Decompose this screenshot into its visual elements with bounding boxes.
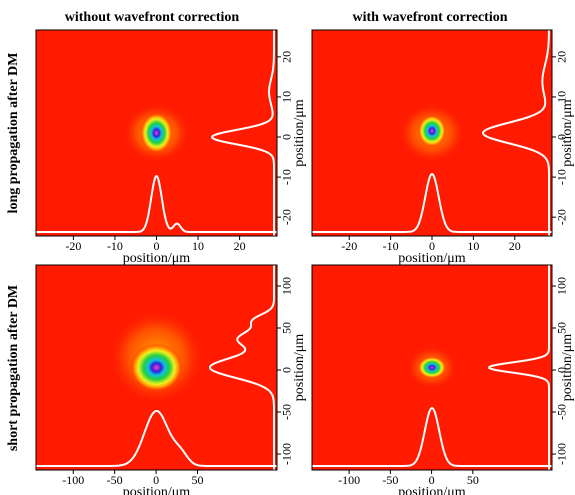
y-tick-label: 100 xyxy=(555,277,569,295)
column-title: with wavefront correction xyxy=(353,10,508,25)
x-tick-label: 0 xyxy=(153,473,159,487)
row-label: long propagation after DM xyxy=(6,53,21,214)
x-tick-label: 0 xyxy=(429,473,435,487)
x-tick-label: -100 xyxy=(338,473,360,487)
beam-spot xyxy=(130,343,183,392)
y-tick-label: 10 xyxy=(555,91,569,103)
y-tick-label: -100 xyxy=(555,443,569,465)
y-axis-label: position/μm xyxy=(560,334,575,402)
x-tick-label: -10 xyxy=(383,239,399,253)
y-axis-label: position/μm xyxy=(292,99,307,167)
y-tick-label: 0 xyxy=(280,134,294,140)
y-tick-label: 20 xyxy=(555,51,569,63)
x-tick-label: 20 xyxy=(234,239,246,253)
y-tick-label: 0 xyxy=(555,134,569,140)
x-axis-label: position/μm xyxy=(398,251,466,266)
y-tick-label: -50 xyxy=(280,404,294,420)
x-tick-label: 50 xyxy=(191,473,203,487)
beam-spot xyxy=(140,113,173,153)
y-tick-label: 0 xyxy=(555,367,569,373)
beam-spot xyxy=(418,114,446,147)
x-axis-label: position/μm xyxy=(398,485,466,495)
x-tick-label: 10 xyxy=(467,239,479,253)
profile-curve xyxy=(36,410,277,467)
x-tick-label: -10 xyxy=(107,239,123,253)
x-tick-label: 20 xyxy=(509,239,521,253)
y-axis-label: position/μm xyxy=(560,99,575,167)
x-axis-label: position/μm xyxy=(123,251,191,266)
y-tick-label: -100 xyxy=(280,443,294,465)
x-tick-label: -100 xyxy=(62,473,84,487)
x-tick-label: -50 xyxy=(107,473,123,487)
x-tick-label: 0 xyxy=(429,239,435,253)
y-tick-label: -50 xyxy=(555,404,569,420)
x-tick-label: 0 xyxy=(154,239,160,253)
profile-curve xyxy=(488,265,550,470)
y-tick-label: 0 xyxy=(280,367,294,373)
y-tick-label: 10 xyxy=(280,91,294,103)
x-tick-label: -50 xyxy=(382,473,398,487)
y-tick-label: -10 xyxy=(280,169,294,185)
y-tick-label: 100 xyxy=(280,277,294,295)
y-tick-label: 50 xyxy=(555,322,569,334)
x-tick-label: 50 xyxy=(467,473,479,487)
y-tick-label: -10 xyxy=(555,169,569,185)
x-axis-label: position/μm xyxy=(123,485,191,495)
beam-spot xyxy=(418,356,446,379)
profile-curve xyxy=(36,175,277,233)
y-axis-label: position/μm xyxy=(292,334,307,402)
y-tick-label: -20 xyxy=(555,209,569,225)
x-tick-label: -20 xyxy=(65,239,81,253)
column-title: without wavefront correction xyxy=(65,10,240,25)
profile-curve xyxy=(481,29,550,236)
y-tick-label: -20 xyxy=(280,209,294,225)
row-label: short propagation after DM xyxy=(6,285,21,451)
profile-curve xyxy=(312,406,552,467)
profile-curve xyxy=(312,172,552,233)
x-tick-label: -20 xyxy=(341,239,357,253)
profile-curve xyxy=(209,265,275,470)
y-tick-label: 20 xyxy=(280,51,294,63)
y-tick-label: 50 xyxy=(280,322,294,334)
x-tick-label: 10 xyxy=(192,239,204,253)
profile-curve xyxy=(210,30,275,236)
